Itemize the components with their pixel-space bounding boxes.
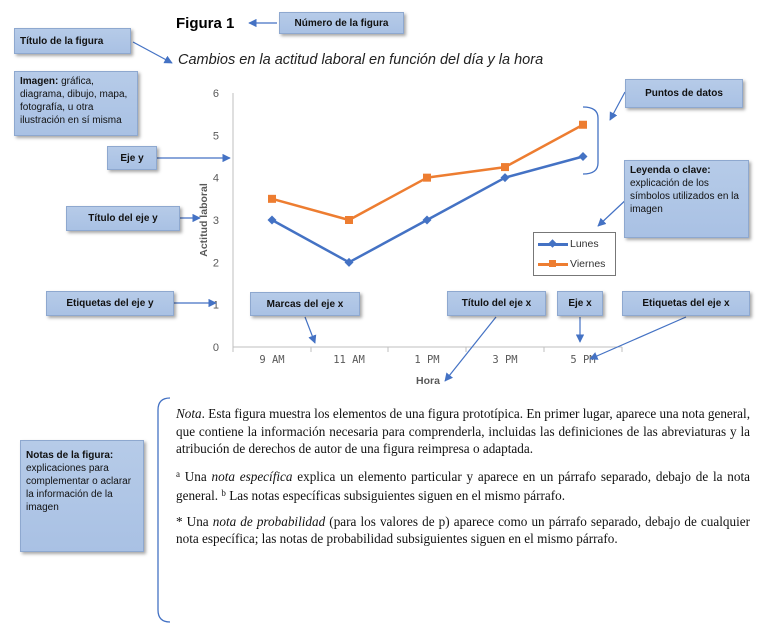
- general-note-text: . Esta figura muestra los elementos de u…: [176, 406, 750, 456]
- probability-note: * Una nota de probabilidad (para los val…: [176, 513, 750, 548]
- data-point-lunes: [344, 257, 354, 267]
- callout-data-points: Puntos de datos: [625, 79, 743, 108]
- callout-arrows: [132, 18, 687, 382]
- general-note: Nota. Esta figura muestra los elementos …: [176, 405, 750, 458]
- callout-image: Imagen: gráfica, diagrama, dibujo, mapa,…: [14, 71, 138, 136]
- x-tick-label: 5 PM: [570, 354, 595, 366]
- legend-item-viernes: Viernes: [538, 258, 605, 270]
- prob-note-post: (para los valores de p) aparece como un …: [176, 513, 750, 547]
- legend-item-lunes: Lunes: [538, 238, 599, 250]
- figure-title: Cambios en la actitud laboral en función…: [178, 52, 544, 68]
- callout-x-axis: Eje x: [557, 291, 603, 316]
- callout-arrow: [132, 41, 173, 64]
- specific-note-term: nota específica: [211, 468, 293, 484]
- callout-x-axis-labels: Etiquetas del eje x: [622, 291, 750, 316]
- callout-image-text: gráfica, diagrama, dibujo, mapa, fotogra…: [20, 76, 128, 126]
- callout-legend-label: Leyenda o clave:: [630, 165, 711, 176]
- y-tick-label: 5: [213, 130, 219, 142]
- data-points-bracket: [582, 106, 599, 175]
- callout-y-axis: Eje y: [107, 146, 157, 170]
- callout-arrow: [304, 316, 317, 344]
- callout-figure-title: Título de la figura: [14, 28, 131, 54]
- callout-x-ticks: Marcas del eje x: [250, 292, 360, 316]
- prob-note-term: nota de probabilidad: [212, 513, 326, 529]
- legend-label-lunes: Lunes: [570, 238, 599, 250]
- specific-note-pre: Una: [180, 468, 212, 484]
- data-point-lunes: [422, 215, 432, 225]
- callout-notes: Notas de la figura: explicaciones para co…: [20, 440, 144, 552]
- x-axis-title: Hora: [416, 375, 440, 387]
- specific-mark-a: a: [176, 468, 180, 479]
- callout-notes-text: explicaciones para complementar o aclara…: [26, 463, 132, 513]
- prob-note-pre: Una: [182, 513, 213, 529]
- series-line-viernes: [271, 123, 584, 222]
- data-point-viernes: [501, 163, 509, 172]
- callout-notes-label: Notas de la figura:: [26, 450, 114, 461]
- callout-legend-text: explicación de los símbolos utilizados e…: [630, 178, 739, 215]
- specific-note: a Una nota específica explica un element…: [176, 466, 750, 505]
- specific-mark-b: b: [221, 488, 226, 498]
- notes-bracket: [157, 397, 171, 623]
- y-tick-label: 0: [213, 342, 219, 354]
- callout-arrow: [444, 316, 497, 382]
- legend-label-viernes: Viernes: [570, 258, 606, 270]
- x-tick-label: 9 AM: [259, 354, 284, 366]
- y-tick-label: 1: [213, 300, 219, 312]
- y-tick-label: 6: [213, 88, 219, 100]
- figure-notes: Nota. Esta figura muestra los elementos …: [176, 405, 750, 556]
- chart-axes: Hora Actitud laboral: [198, 93, 622, 387]
- y-tick-label: 3: [213, 215, 219, 227]
- general-note-label: Nota: [176, 406, 202, 421]
- data-point-viernes: [579, 120, 587, 129]
- data-point-viernes: [345, 216, 353, 224]
- legend-swatch-lunes: [538, 238, 568, 250]
- y-tick-label: 2: [213, 257, 219, 269]
- callout-y-axis-title: Título del eje y: [66, 206, 180, 231]
- data-point-viernes: [423, 173, 431, 182]
- callout-legend: Leyenda o clave: explicación de los símbo…: [624, 160, 749, 238]
- data-point-lunes: [578, 152, 588, 161]
- figure-number: Figura 1: [176, 15, 235, 32]
- prob-mark: *: [176, 513, 183, 529]
- chart-legend: Lunes Viernes: [533, 232, 616, 276]
- y-tick-label: 4: [213, 173, 219, 185]
- callout-arrow: [589, 316, 687, 360]
- y-axis-title: Actitud laboral: [198, 183, 210, 257]
- callout-image-label: Imagen:: [20, 76, 59, 87]
- callout-x-axis-title: Título del eje x: [447, 291, 546, 316]
- specific-note-post2: Las notas específicas subsiguientes sigu…: [225, 488, 566, 503]
- data-point-viernes: [268, 194, 276, 203]
- legend-swatch-viernes: [538, 258, 568, 270]
- callout-figure-number: Número de la figura: [279, 12, 404, 34]
- x-tick-label: 11 AM: [333, 354, 365, 366]
- chart-series: [267, 120, 588, 267]
- callout-arrow: [609, 91, 626, 121]
- callout-y-axis-labels: Etiquetas del eje y: [46, 291, 174, 316]
- data-point-lunes: [267, 215, 277, 225]
- x-tick-label: 3 PM: [492, 354, 517, 366]
- data-point-lunes: [500, 173, 510, 183]
- specific-note-post: explica un elemento particular y aparece…: [176, 468, 750, 504]
- chart-ticks: 0 1 2 3 4 5 6 9 AM 11 AM 1 PM 3 PM 5 PM: [213, 88, 623, 366]
- x-tick-label: 1 PM: [414, 354, 439, 366]
